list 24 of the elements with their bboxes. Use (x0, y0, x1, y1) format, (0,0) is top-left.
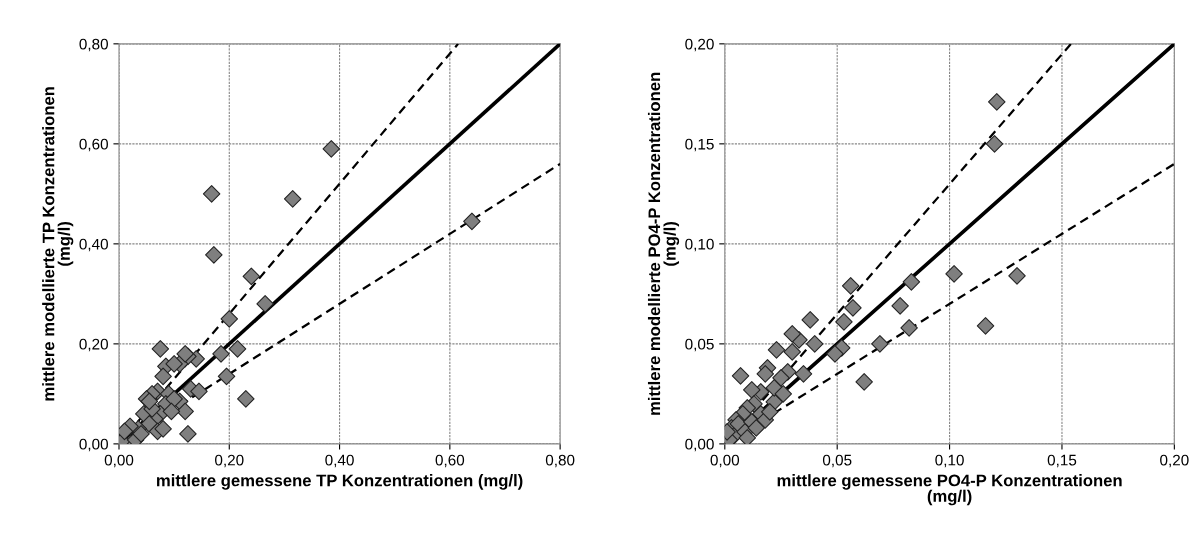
y-tick-label: 0,10 (685, 238, 714, 252)
y-tick-label: 0,20 (79, 338, 108, 352)
x-tick-label: 0,40 (325, 454, 354, 468)
x-tick-label: 0,10 (935, 454, 964, 468)
y-tick-label: 0,60 (79, 138, 108, 152)
x-tick-label: 0,80 (545, 454, 575, 468)
y-tick-label: 0,00 (79, 438, 108, 452)
y-tick-label: 0,80 (79, 38, 108, 52)
x-tick-label: 0,20 (215, 454, 244, 468)
x-axis-title: mittlere gemessene TP Konzentrationen (mg/l) (156, 474, 523, 490)
x-axis-title: mittlere gemessene PO4-P Konzentrationen (mg/l) (777, 474, 1122, 506)
x-tick-label: 0,20 (1160, 454, 1189, 468)
y-tick-label: 0,20 (685, 38, 714, 52)
y-tick-label: 0,15 (685, 138, 714, 152)
x-tick-label: 0,00 (104, 454, 134, 468)
y-axis-title: mittlere modellierte TP Konzentrationen (mg/l) (42, 87, 74, 401)
x-tick-label: 0,15 (1047, 454, 1077, 468)
x-tick-label: 0,00 (710, 454, 740, 468)
y-axis-title: mittlere modellierte PO4-P Konzentrationen (mg/l) (647, 72, 680, 415)
y-tick-label: 0,00 (685, 438, 714, 452)
y-tick-label: 0,05 (685, 338, 714, 352)
x-tick-label: 0,05 (822, 454, 852, 468)
x-tick-label: 0,60 (435, 454, 465, 468)
y-tick-label: 0,40 (79, 238, 108, 252)
